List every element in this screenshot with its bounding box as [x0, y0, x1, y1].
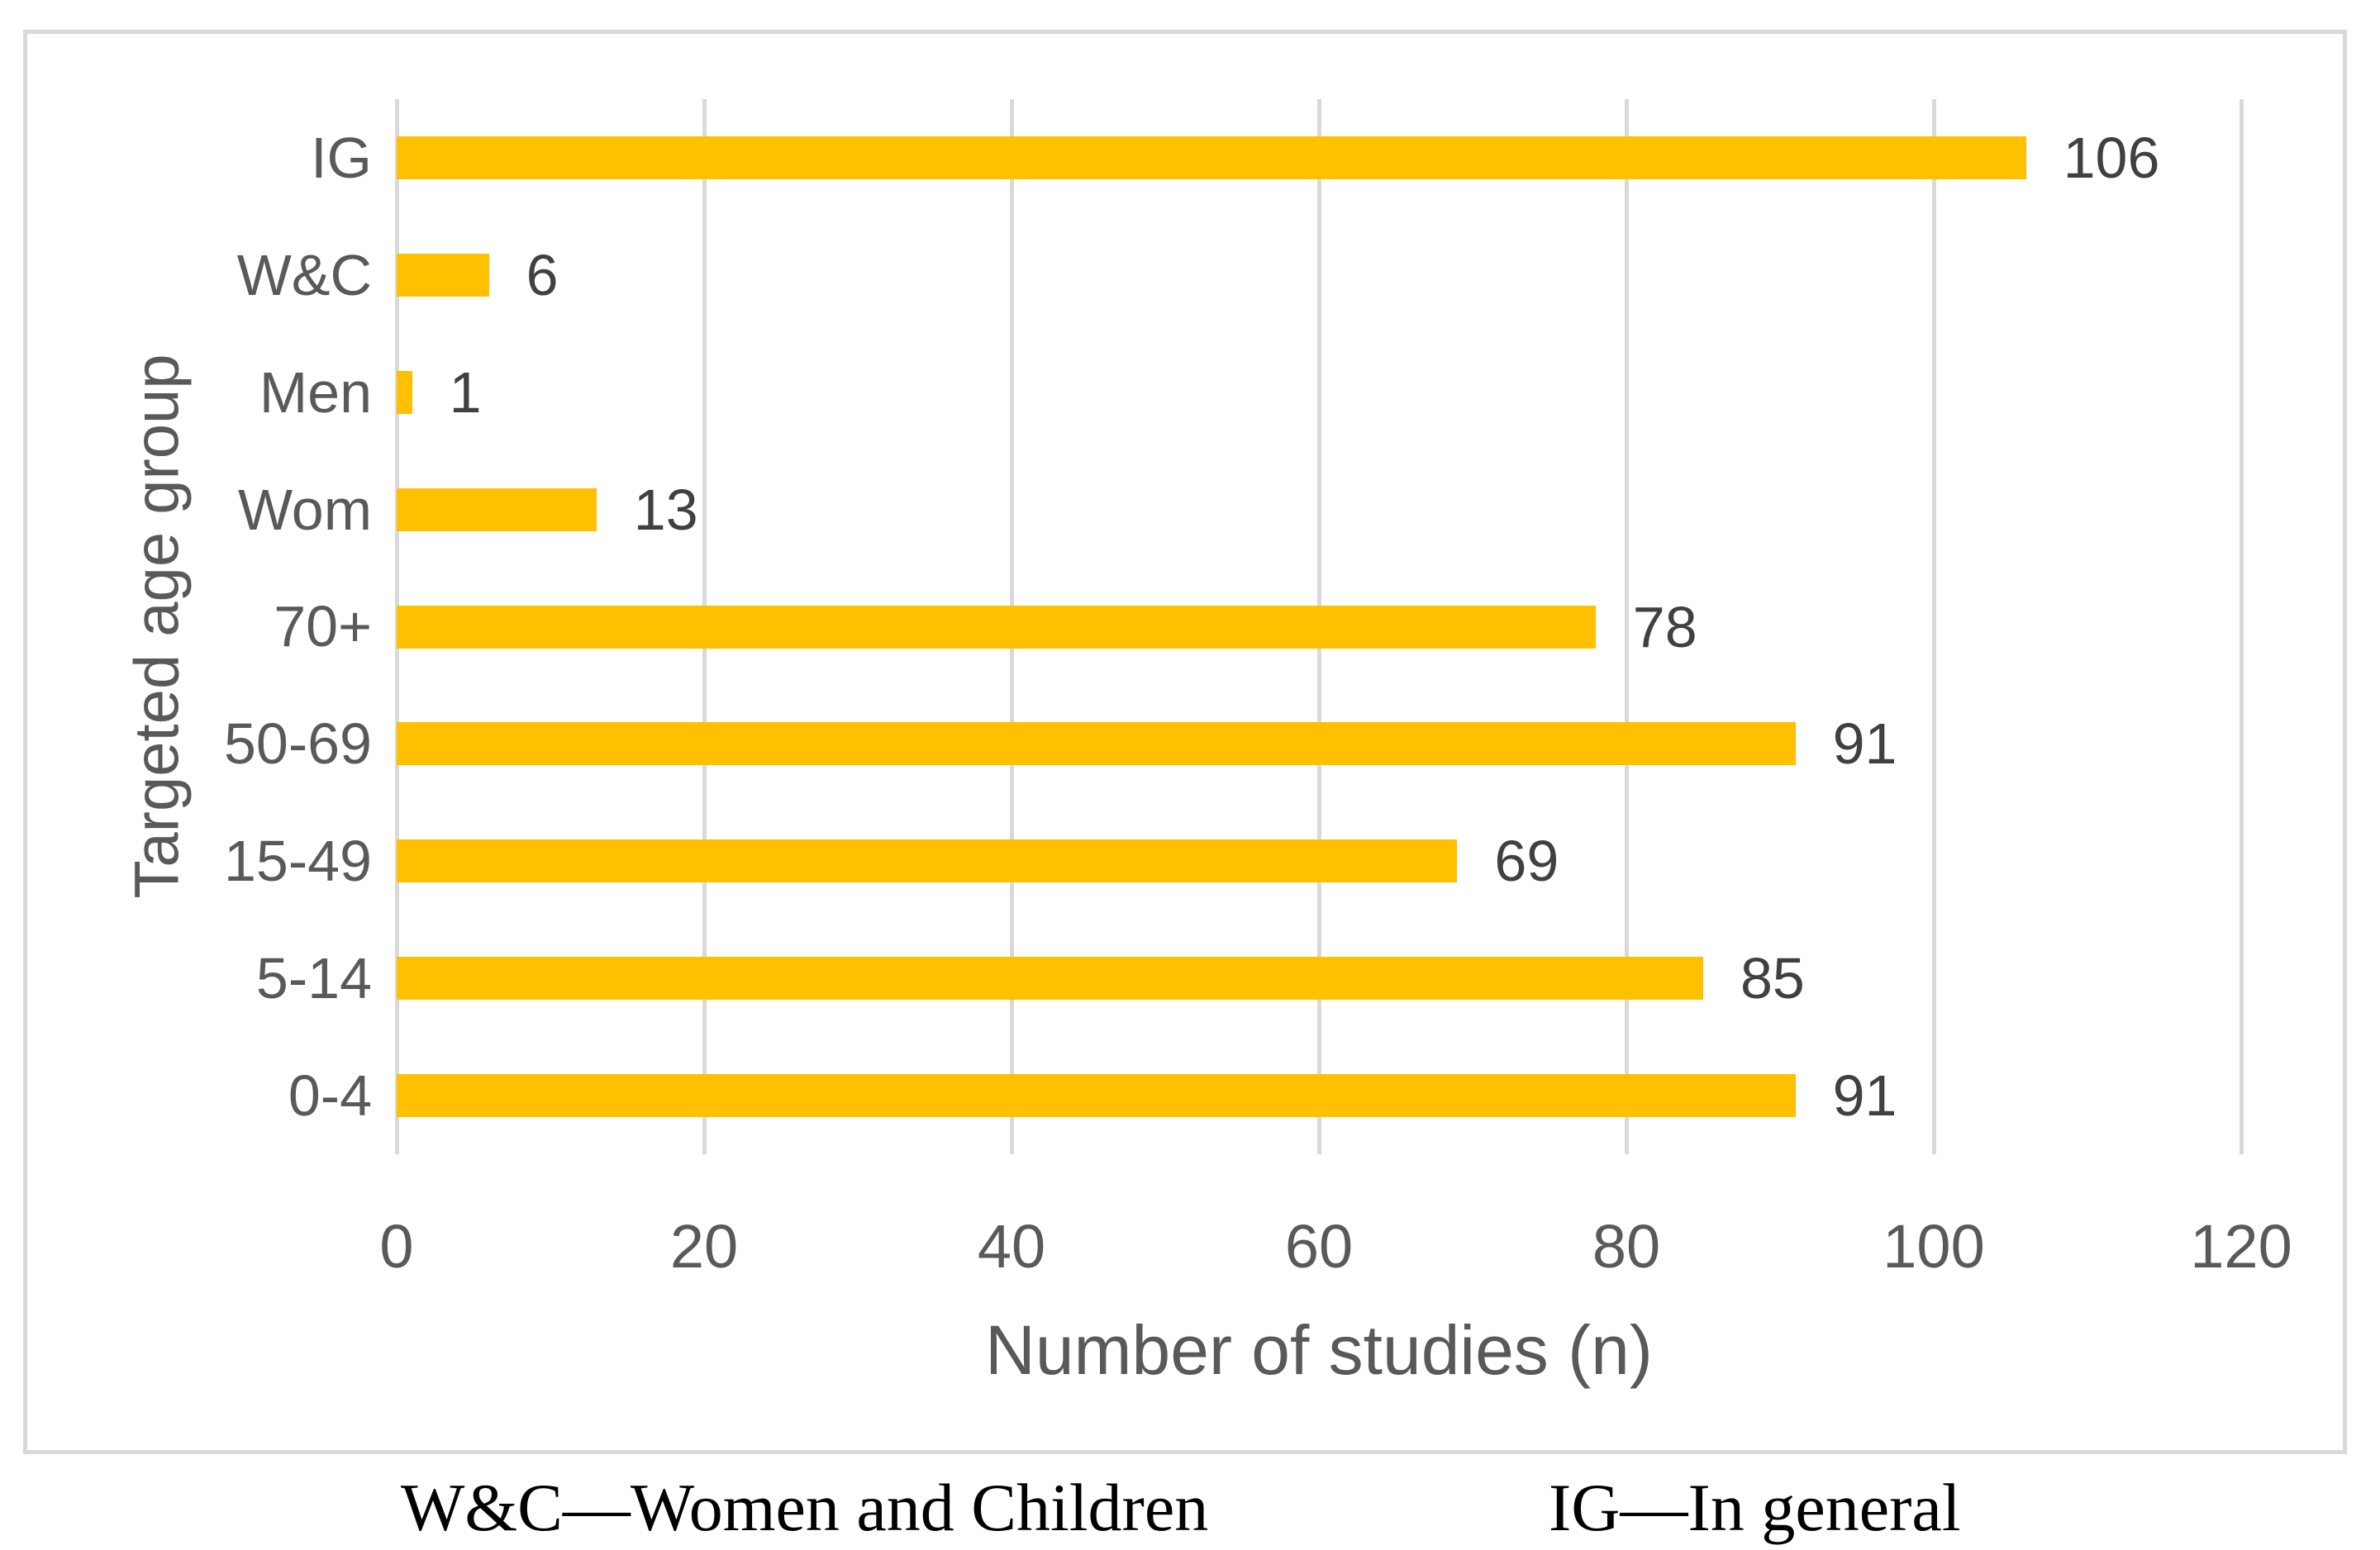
category-axis: IG W&C Men Wom 70+ 50-69 15-49 5-14 0-4: [27, 99, 372, 1154]
category-label-0-4: 0-4: [288, 1063, 372, 1129]
category-label-Wom: Wom: [237, 477, 372, 542]
category-label-70+: 70+: [274, 594, 372, 659]
chart-frame: 106 6 1 13 78 91 69 85 91 IG W&C Men Wom 70+ 50-69 15-…: [23, 30, 2347, 1454]
data-label-15-49: 69: [1494, 829, 1559, 894]
bar-Men: [397, 370, 412, 414]
bar-15-49: [397, 839, 1458, 883]
data-label-0-4: 91: [1832, 1063, 1897, 1129]
x-tick-label-100: 100: [1883, 1212, 1985, 1281]
y-axis-title: Targeted age group: [121, 354, 193, 899]
footnote-wc: W&C—Women and Children: [401, 1470, 1209, 1545]
gridline-80: [1624, 99, 1629, 1154]
data-label-Men: 1: [449, 359, 482, 425]
category-label-50-69: 50-69: [223, 711, 372, 777]
footnote-ig: IG—In general: [1549, 1470, 1961, 1545]
value-axis: 0 20 40 60 80 100 120: [379, 1211, 2292, 1286]
x-tick-label-60: 60: [1284, 1212, 1354, 1281]
plot-area: 106 6 1 13 78 91 69 85 91: [394, 99, 2244, 1154]
x-tick-label-40: 40: [977, 1212, 1046, 1281]
bar-0-4: [397, 1074, 1796, 1118]
gridline-120: [2239, 99, 2244, 1154]
bar-IG: [397, 136, 2026, 179]
data-label-70+: 78: [1632, 594, 1697, 659]
x-tick-label-0: 0: [379, 1212, 414, 1281]
figure-footnotes: W&C—Women and Children IG—In general: [0, 1469, 2380, 1550]
bar-Wom: [397, 487, 597, 531]
x-axis-title: Number of studies (n): [985, 1311, 1653, 1389]
category-label-W&C: W&C: [236, 242, 372, 307]
data-label-W&C: 6: [526, 242, 559, 307]
bar-W&C: [397, 253, 489, 297]
x-tick-label-20: 20: [669, 1212, 739, 1281]
bar-70+: [397, 605, 1596, 649]
bar-50-69: [397, 722, 1796, 766]
category-label-15-49: 15-49: [223, 829, 372, 894]
bar-5-14: [397, 957, 1703, 1001]
category-label-Men: Men: [259, 359, 372, 425]
category-label-IG: IG: [311, 125, 372, 190]
data-label-50-69: 91: [1832, 711, 1897, 777]
x-tick-label-120: 120: [2190, 1212, 2292, 1281]
data-label-Wom: 13: [633, 477, 698, 542]
data-label-IG: 106: [2063, 125, 2160, 190]
category-label-5-14: 5-14: [255, 946, 372, 1011]
x-tick-label-80: 80: [1592, 1212, 1661, 1281]
gridline-100: [1931, 99, 1936, 1154]
data-label-5-14: 85: [1740, 946, 1805, 1011]
